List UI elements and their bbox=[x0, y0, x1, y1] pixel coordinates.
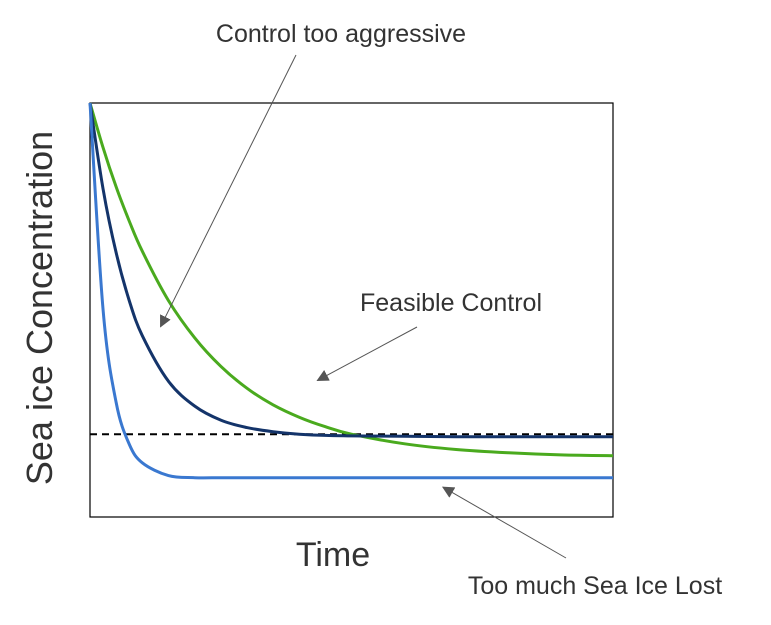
annotation-aggressive-arrow bbox=[160, 54, 297, 328]
series-line-navy bbox=[88, 102, 613, 439]
annotation-lost-label: Too much Sea Ice Lost bbox=[468, 572, 722, 600]
annotation-lost-arrow bbox=[441, 486, 567, 559]
x-axis-label: Time bbox=[296, 536, 370, 574]
annotation-aggressive-label: Control too aggressive bbox=[216, 20, 466, 48]
series-line-blue bbox=[88, 102, 613, 480]
plot-frame bbox=[89, 102, 614, 518]
annotation-feasible-label: Feasible Control bbox=[360, 289, 542, 317]
annotation-feasible-arrow bbox=[316, 326, 418, 381]
plot-layer bbox=[88, 102, 614, 480]
series-line-green bbox=[88, 102, 614, 458]
y-axis-label: Sea ice Concentration bbox=[19, 131, 60, 485]
